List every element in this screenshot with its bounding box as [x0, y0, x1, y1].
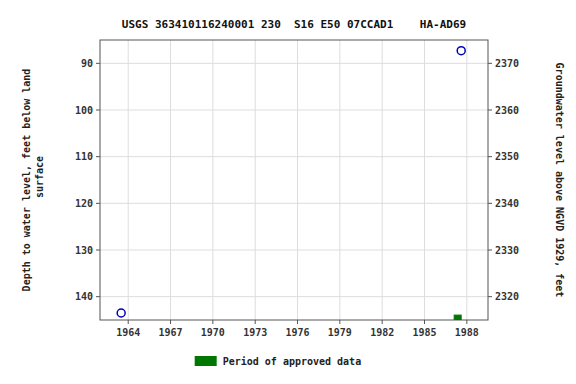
- grid-line-x: [382, 40, 383, 320]
- y2-tick: [488, 156, 492, 157]
- grid-line-y: [100, 156, 488, 157]
- x-tick: [255, 320, 256, 324]
- legend-swatch: [195, 356, 217, 366]
- y-axis-label: Depth to water level, feet below land su…: [21, 69, 45, 292]
- x-tick: [128, 320, 129, 324]
- grid-line-x: [255, 40, 256, 320]
- y-tick-label: 130: [75, 245, 93, 256]
- y-tick: [96, 296, 100, 297]
- x-tick-label: 1976: [285, 327, 309, 338]
- y2-tick-label: 2360: [495, 105, 519, 116]
- y2-tick: [488, 110, 492, 111]
- grid-line-x: [212, 40, 213, 320]
- y2-tick-label: 2330: [495, 245, 519, 256]
- y2-tick-label: 2320: [495, 291, 519, 302]
- x-tick-label: 1988: [455, 327, 479, 338]
- x-tick-label: 1964: [116, 327, 140, 338]
- y-tick-label: 140: [75, 291, 93, 302]
- y-tick: [96, 156, 100, 157]
- x-tick: [382, 320, 383, 324]
- data-point: [117, 309, 125, 317]
- x-tick-label: 1979: [328, 327, 352, 338]
- x-tick-label: 1970: [201, 327, 225, 338]
- grid-line-y: [100, 296, 488, 297]
- x-tick: [170, 320, 171, 324]
- x-tick: [424, 320, 425, 324]
- chart-svg: 1964 1967 1970 1973 1976 1979 1982 1985 1988 90 10…: [0, 0, 576, 384]
- x-tick: [339, 320, 340, 324]
- y-tick-label: 90: [81, 58, 93, 69]
- y-tick: [96, 250, 100, 251]
- y-tick-label: 100: [75, 105, 93, 116]
- legend-label: Period of approved data: [223, 356, 361, 367]
- grid-line-x: [424, 40, 425, 320]
- data-point: [457, 47, 465, 55]
- chart-container: 1964 1967 1970 1973 1976 1979 1982 1985 1988 90 10…: [0, 0, 576, 384]
- x-tick-label: 1973: [243, 327, 267, 338]
- y2-tick: [488, 63, 492, 64]
- grid-line-y: [100, 63, 488, 64]
- y-tick: [96, 63, 100, 64]
- grid-line-x: [339, 40, 340, 320]
- y-axis-label-line: Depth to water level, feet below land: [21, 69, 32, 292]
- plot-background: [100, 40, 488, 320]
- x-tick: [466, 320, 467, 324]
- grid-line-x: [128, 40, 129, 320]
- y2-tick: [488, 203, 492, 204]
- grid-line-y: [100, 110, 488, 111]
- legend: Period of approved data: [195, 356, 361, 367]
- y-axis-label-line: surface: [34, 156, 45, 204]
- y2-tick: [488, 250, 492, 251]
- x-tick-label: 1967: [158, 327, 182, 338]
- x-tick-label: 1985: [412, 327, 436, 338]
- y-tick: [96, 110, 100, 111]
- y2-axis-label: Groundwater level above NGVD 1929, feet: [554, 63, 565, 298]
- data-group: [117, 47, 465, 320]
- grid-line-y: [100, 203, 488, 204]
- x-tick-label: 1982: [370, 327, 394, 338]
- y2-tick-label: 2340: [495, 198, 519, 209]
- grid-line-y: [100, 250, 488, 251]
- y-tick-label: 110: [75, 151, 93, 162]
- grid-line-x: [170, 40, 171, 320]
- x-tick: [212, 320, 213, 324]
- grid-line-x: [466, 40, 467, 320]
- x-tick: [297, 320, 298, 324]
- chart-title: USGS 363410116240001 230 S16 E50 07CCAD1…: [122, 18, 466, 31]
- plot-frame: [100, 40, 488, 320]
- y2-tick-label: 2370: [495, 58, 519, 69]
- y2-tick-label: 2350: [495, 151, 519, 162]
- y2-tick: [488, 296, 492, 297]
- y-tick-label: 120: [75, 198, 93, 209]
- grid-line-x: [297, 40, 298, 320]
- y-tick: [96, 203, 100, 204]
- data-point: [454, 315, 461, 320]
